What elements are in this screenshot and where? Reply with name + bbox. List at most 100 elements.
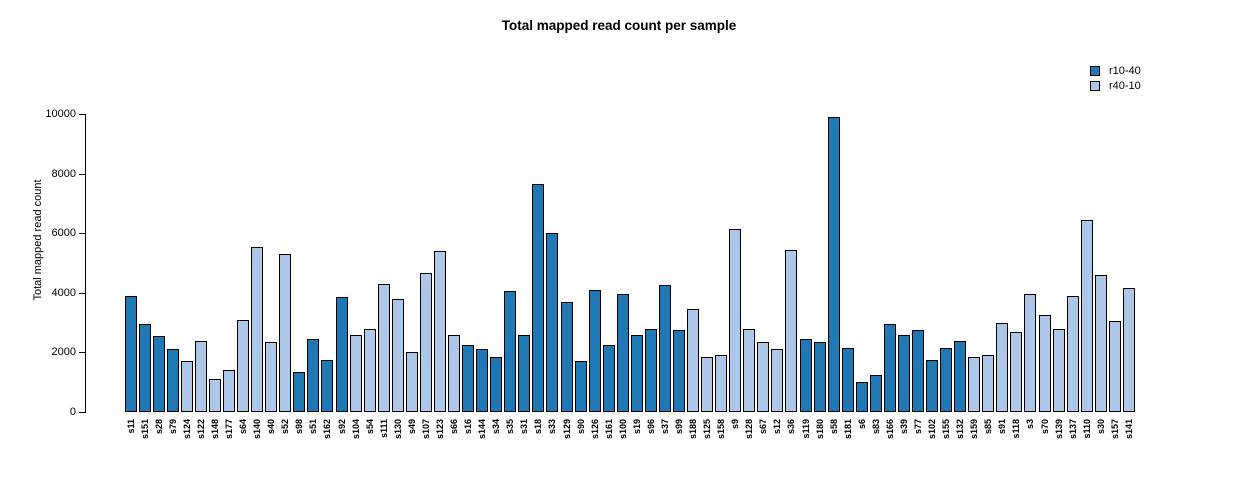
x-tick-label: s92 <box>336 419 347 435</box>
bar <box>518 334 531 412</box>
bar <box>419 273 432 412</box>
x-tick-label: s33 <box>547 419 558 435</box>
x-tick-label: s166 <box>884 419 895 440</box>
bar <box>743 328 756 412</box>
bar <box>1038 315 1051 412</box>
bar <box>265 342 278 412</box>
bar <box>574 361 587 412</box>
x-tick-label: s18 <box>533 419 544 435</box>
y-tick-label: 4000 <box>51 286 76 299</box>
x-tick-label: s98 <box>294 419 305 435</box>
bar <box>209 379 221 412</box>
bar <box>1052 328 1065 412</box>
bar <box>560 301 573 412</box>
x-tick-label: s125 <box>702 419 713 440</box>
bar <box>968 356 981 412</box>
x-tick-label: s110 <box>1081 419 1092 439</box>
x-tick-label: s36 <box>786 419 797 435</box>
bar <box>1122 288 1135 412</box>
x-tick-label: s51 <box>308 419 319 435</box>
bar <box>630 334 643 412</box>
x-tick-label: s40 <box>266 419 277 435</box>
bar <box>237 319 250 412</box>
bar <box>448 334 460 412</box>
x-tick-label: s107 <box>420 419 431 440</box>
bar <box>349 334 362 412</box>
bar <box>223 370 235 412</box>
x-tick-label: s162 <box>322 419 333 440</box>
bar <box>1024 294 1037 412</box>
x-tick-label: s91 <box>997 419 1008 435</box>
bar <box>996 322 1009 412</box>
x-tick-label: s157 <box>1109 419 1120 440</box>
x-tick-label: s148 <box>210 419 220 440</box>
x-tick-label: s99 <box>673 419 684 435</box>
y-tick-mark <box>79 114 85 115</box>
bar <box>1066 295 1079 412</box>
bar <box>982 355 995 412</box>
x-tick-label: s102 <box>927 419 937 440</box>
x-tick-label: s64 <box>238 419 249 435</box>
x-tick-label: s188 <box>688 419 698 440</box>
bar <box>813 342 826 412</box>
bar <box>335 297 348 412</box>
x-tick-label: s158 <box>716 419 727 440</box>
bar <box>912 330 924 413</box>
bar <box>855 382 868 412</box>
bar <box>616 294 629 412</box>
legend-swatch-dark-icon <box>1090 65 1100 76</box>
x-tick-label: s79 <box>167 419 178 435</box>
x-tick-label: s85 <box>983 419 994 435</box>
bar <box>138 324 151 412</box>
legend-item-r10-40: r10-40 <box>1090 63 1141 78</box>
bar <box>658 285 671 413</box>
bar <box>532 184 545 412</box>
x-tick-label: s9 <box>730 419 741 430</box>
bar <box>757 342 770 412</box>
bar <box>504 291 517 412</box>
bar <box>251 246 264 412</box>
x-tick-label: s161 <box>603 419 614 440</box>
legend: r10-40 r40-10 <box>1090 63 1141 93</box>
y-tick-label: 6000 <box>51 227 76 240</box>
y-tick-mark <box>79 292 85 294</box>
bar <box>1108 321 1121 412</box>
y-tick-label: 8000 <box>51 167 76 180</box>
x-tick-label: s130 <box>392 419 403 440</box>
bar <box>954 340 967 412</box>
bar <box>588 289 601 412</box>
x-tick-label: s34 <box>491 419 502 435</box>
x-tick-label: s11 <box>125 419 136 434</box>
x-tick-label: s104 <box>350 419 361 440</box>
legend-swatch-light-icon <box>1090 80 1100 91</box>
x-tick-label: s128 <box>744 419 755 440</box>
bar <box>1080 219 1093 412</box>
bar <box>321 359 334 412</box>
x-tick-label: s67 <box>758 419 769 435</box>
y-tick-mark <box>79 233 85 235</box>
bar <box>152 336 165 412</box>
x-tick-label: s12 <box>772 419 783 435</box>
x-tick-label: s16 <box>463 419 473 435</box>
bar <box>293 371 306 412</box>
bar <box>869 374 882 413</box>
x-tick-label: s3 <box>1025 419 1036 430</box>
x-tick-label: s137 <box>1067 419 1078 440</box>
x-tick-label: s122 <box>195 419 206 440</box>
x-tick-label: s159 <box>969 419 980 440</box>
x-tick-label: s31 <box>519 419 530 435</box>
y-tick-mark <box>79 352 85 354</box>
bar <box>433 251 446 412</box>
x-tick-label: s129 <box>561 419 572 440</box>
bar <box>363 328 376 412</box>
bar <box>883 324 896 412</box>
legend-label: r10-40 <box>1109 64 1141 77</box>
bar <box>602 344 615 412</box>
x-tick-label: s118 <box>1011 419 1022 439</box>
y-tick-label: 10000 <box>45 108 76 120</box>
bar <box>940 347 953 412</box>
x-tick-label: s77 <box>913 419 923 435</box>
x-tick-label: s39 <box>898 419 909 435</box>
x-tick-label: s58 <box>828 419 839 435</box>
bar <box>391 298 404 412</box>
